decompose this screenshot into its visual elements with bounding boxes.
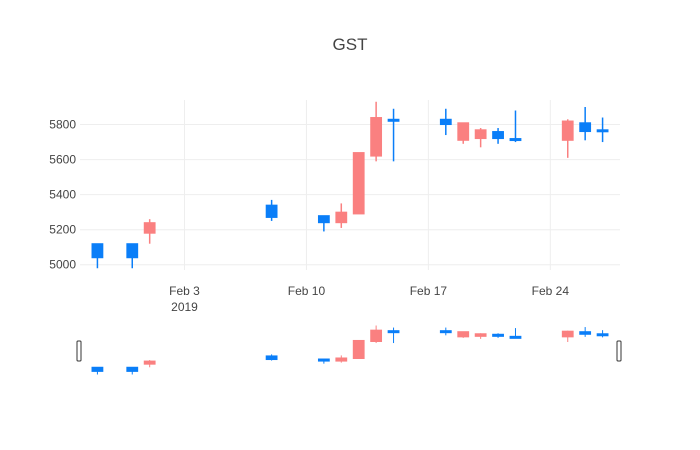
- candle-body-mini: [561, 330, 574, 338]
- candle-body-mini: [265, 355, 278, 361]
- candle[interactable]: [387, 108, 400, 162]
- candle-body-mini: [352, 339, 365, 360]
- candle-body-mini: [387, 330, 400, 334]
- candle-body: [474, 129, 487, 140]
- candle[interactable]: [335, 203, 348, 228]
- candle-body-mini: [317, 358, 330, 362]
- candle-body: [126, 243, 139, 259]
- candle-body-mini: [509, 335, 522, 339]
- candle-mini[interactable]: [439, 327, 452, 336]
- y-tick-label: 5000: [49, 258, 76, 272]
- candle[interactable]: [352, 152, 365, 215]
- candle-body-mini: [492, 333, 504, 337]
- x-tick-label: Feb 3: [169, 284, 200, 298]
- candle-mini[interactable]: [596, 330, 609, 338]
- candle-mini[interactable]: [387, 327, 400, 344]
- candle-body-mini: [370, 329, 383, 342]
- axis-layer: 5000 5200 5400 5600 5800 Feb 3 2019 Feb 10 Feb 1…: [49, 118, 569, 314]
- candle-mini[interactable]: [457, 331, 470, 338]
- candle-body: [352, 152, 365, 215]
- x-tick-label: Feb 10: [288, 284, 326, 298]
- range-slider[interactable]: [76, 325, 622, 375]
- candle-body-mini: [596, 333, 609, 337]
- candle[interactable]: [91, 243, 104, 269]
- candle-body-mini: [143, 360, 156, 365]
- candle[interactable]: [457, 122, 470, 144]
- candle-mini[interactable]: [579, 327, 592, 337]
- candle-body: [439, 118, 452, 126]
- grid-layer: [80, 100, 620, 270]
- candle-mini[interactable]: [509, 328, 522, 339]
- candle[interactable]: [143, 219, 156, 244]
- candle-mini[interactable]: [91, 366, 104, 375]
- candle-body-mini: [91, 366, 104, 372]
- chart-title: GST: [333, 35, 368, 54]
- candle-mini[interactable]: [474, 333, 487, 339]
- candle[interactable]: [474, 128, 487, 148]
- candle[interactable]: [596, 117, 609, 143]
- candle-mini[interactable]: [126, 366, 139, 375]
- candle-body-mini: [126, 366, 139, 372]
- x-tick-label: Feb 24: [532, 284, 570, 298]
- candle[interactable]: [579, 107, 592, 141]
- candle[interactable]: [317, 215, 330, 232]
- x-tick-label: Feb 17: [410, 284, 448, 298]
- candle-mini[interactable]: [370, 325, 383, 344]
- candle-body: [143, 222, 156, 234]
- candle-body: [317, 215, 330, 224]
- candle[interactable]: [509, 110, 522, 143]
- candle-mini[interactable]: [561, 330, 574, 343]
- candle-mini[interactable]: [335, 355, 348, 363]
- candle[interactable]: [439, 108, 452, 136]
- range-slider-left-handle[interactable]: [76, 340, 82, 362]
- candle-mini[interactable]: [143, 360, 156, 368]
- candle-mini[interactable]: [492, 333, 504, 338]
- candle-body: [265, 204, 278, 218]
- candle-body: [492, 131, 504, 140]
- y-tick-label: 5800: [49, 118, 76, 132]
- candle[interactable]: [370, 101, 383, 162]
- candle-body: [335, 211, 348, 224]
- candle-body: [91, 243, 104, 259]
- candle-body-mini: [579, 331, 592, 335]
- candle-body: [596, 129, 609, 133]
- candle-body: [370, 117, 383, 157]
- candle[interactable]: [126, 243, 139, 269]
- candle-body: [579, 122, 592, 133]
- candle-mini[interactable]: [317, 358, 330, 364]
- candle-body-mini: [474, 333, 487, 337]
- candle-body: [561, 120, 574, 141]
- y-tick-label: 5200: [49, 223, 76, 237]
- candle-mini[interactable]: [265, 354, 278, 361]
- candle-body-mini: [335, 357, 348, 362]
- candle-body-mini: [457, 331, 470, 338]
- x-tick-year-label: 2019: [171, 300, 198, 314]
- candle-body: [457, 122, 470, 141]
- candle-body: [387, 118, 400, 122]
- candle-body-mini: [439, 330, 452, 334]
- candle-mini[interactable]: [352, 339, 365, 360]
- candle[interactable]: [561, 119, 574, 158]
- range-slider-right-handle[interactable]: [616, 340, 622, 362]
- candle[interactable]: [492, 128, 504, 144]
- candle[interactable]: [265, 199, 278, 221]
- y-tick-label: 5600: [49, 153, 76, 167]
- y-tick-label: 5400: [49, 188, 76, 202]
- candle-layer[interactable]: [91, 101, 609, 269]
- candle-body: [509, 138, 522, 142]
